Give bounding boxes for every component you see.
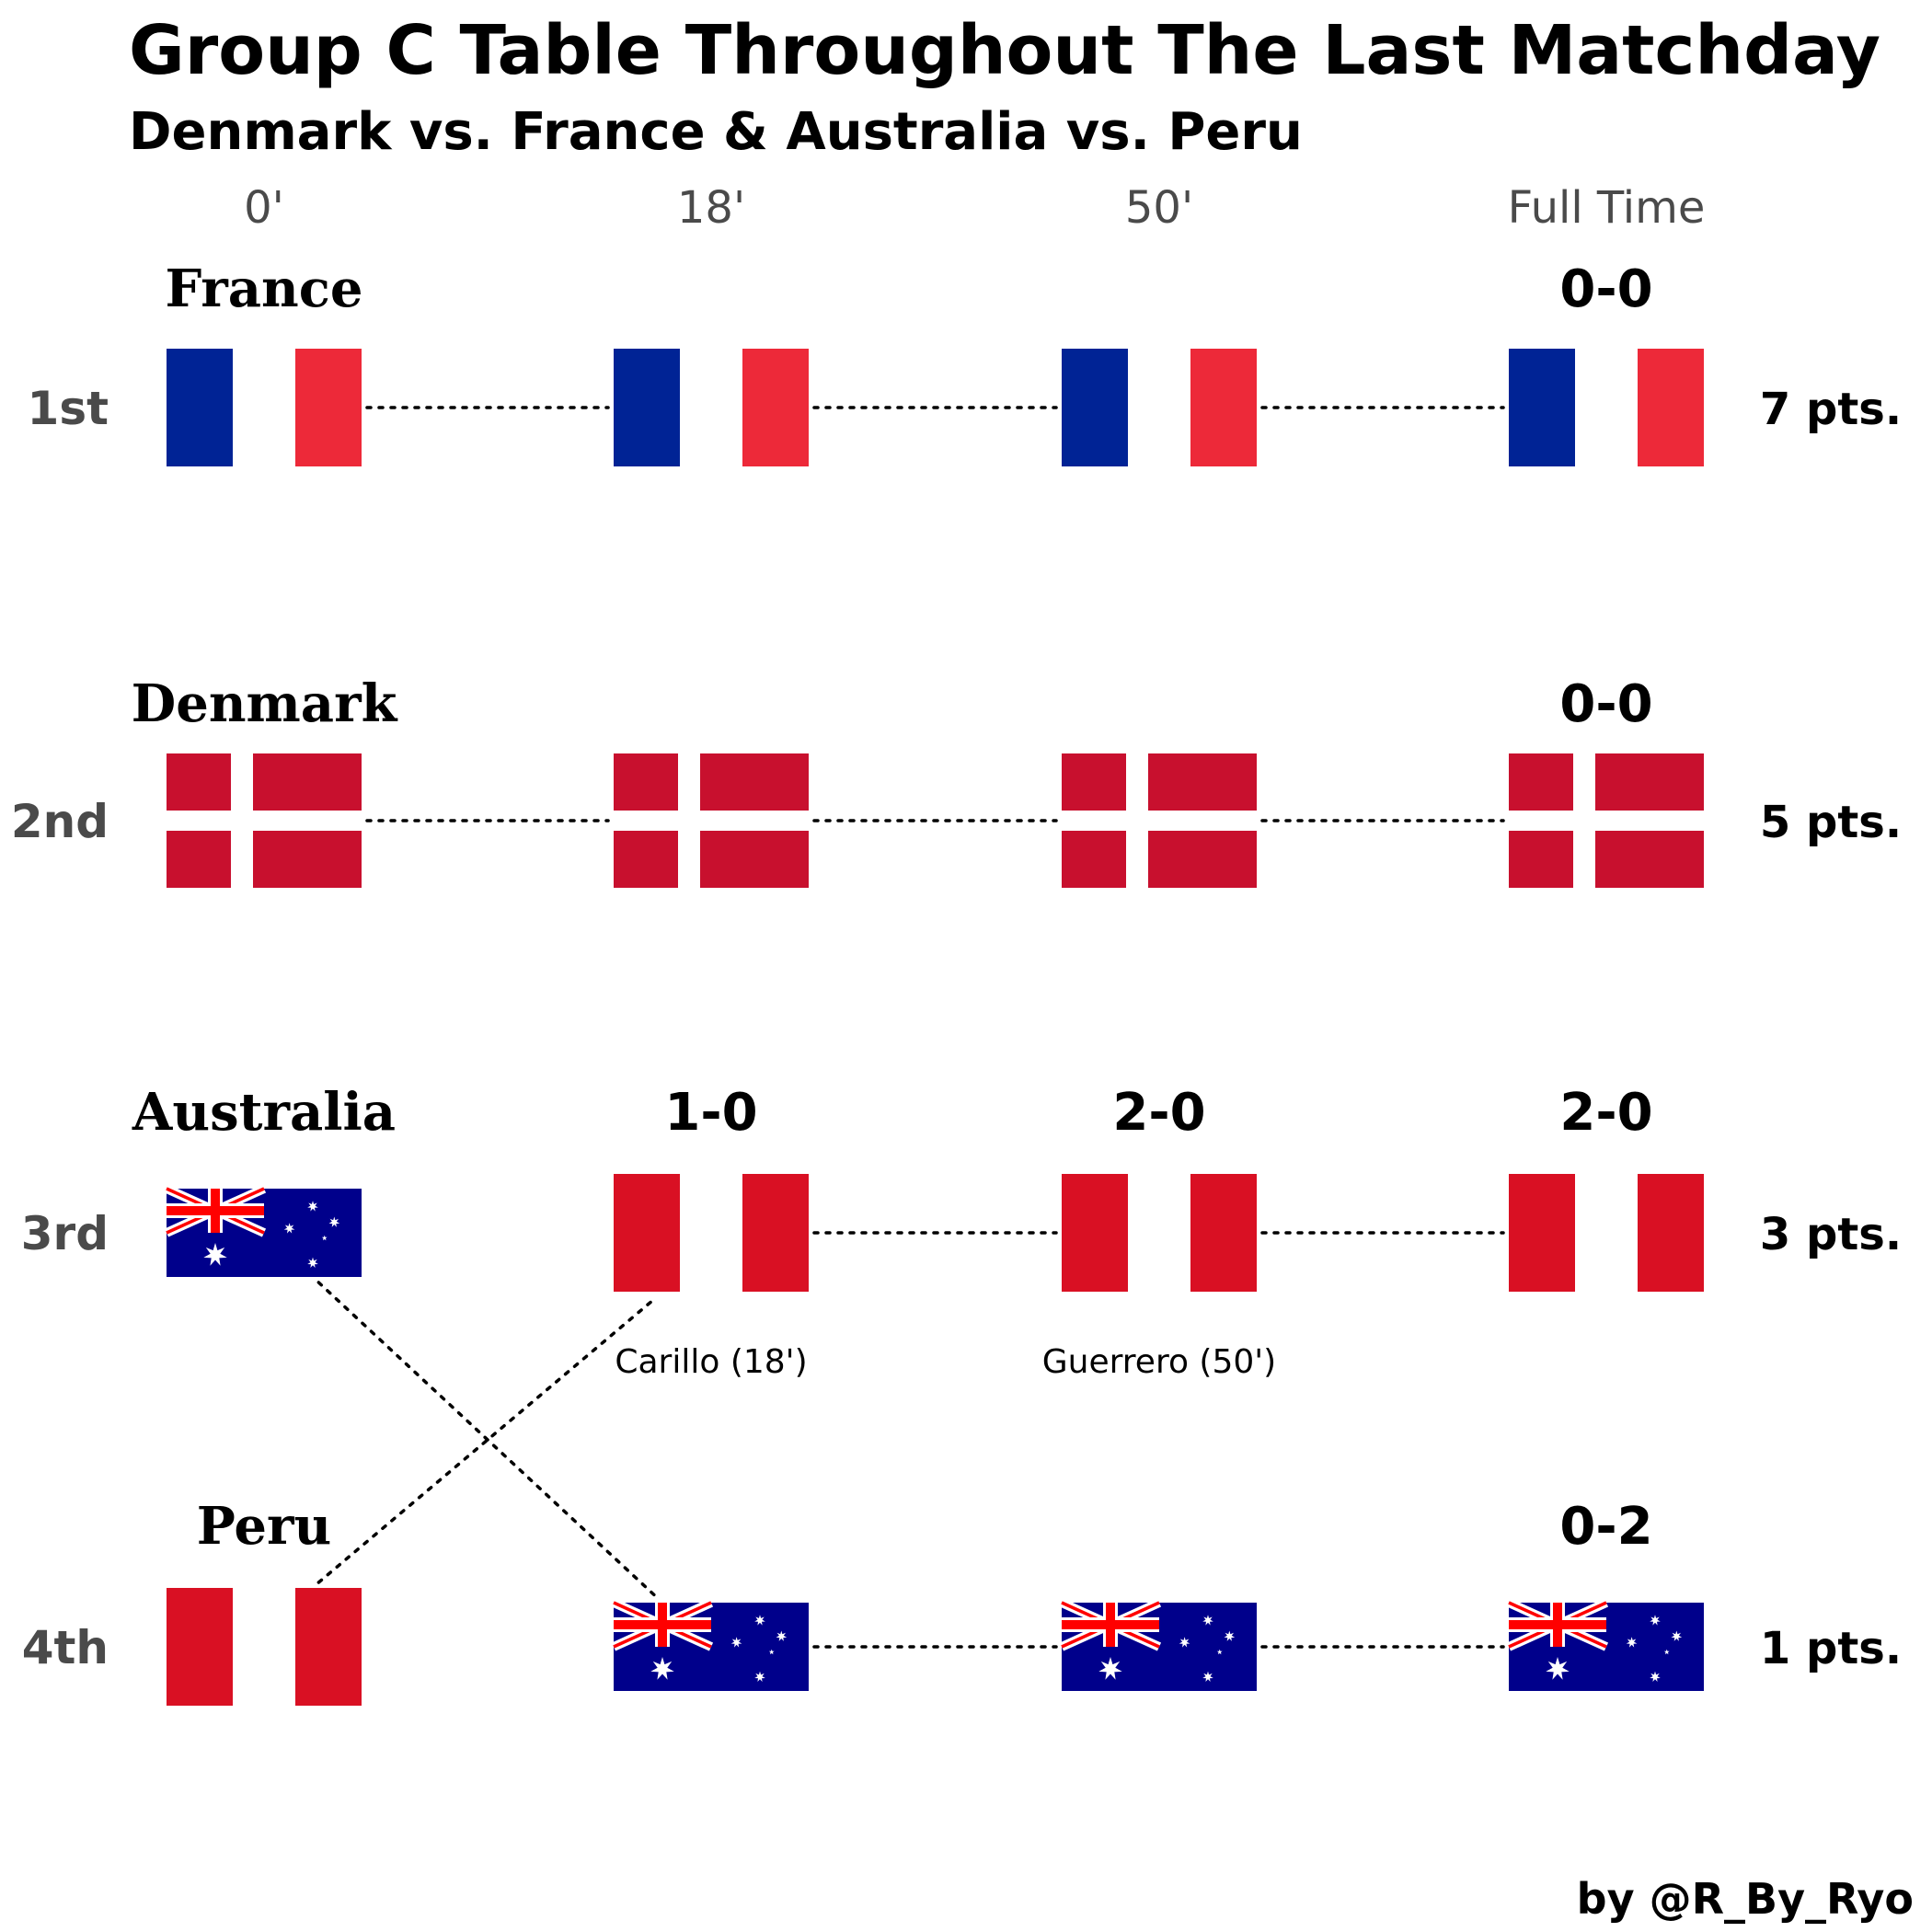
flag-peru-2 — [1062, 1174, 1257, 1292]
team-label: Peru — [197, 1496, 331, 1557]
team-label: Denmark — [132, 673, 398, 734]
rank-label: 1st — [28, 382, 109, 435]
time-label: 50' — [1125, 182, 1193, 234]
points-label: 1 pts. — [1760, 1623, 1902, 1674]
flags — [164, 349, 1704, 1706]
time-label: 0' — [244, 182, 284, 234]
score-label: 2-0 — [1112, 1083, 1205, 1143]
score-label: 0-2 — [1559, 1497, 1652, 1557]
flag-denmark-2 — [1062, 753, 1257, 888]
rank-label: 2nd — [11, 795, 109, 848]
goal-annotation: Guerrero (50') — [1042, 1343, 1276, 1381]
flag-denmark-1 — [614, 753, 809, 888]
score-label: 2-0 — [1559, 1083, 1652, 1143]
connector-australia-0 — [316, 1281, 659, 1599]
connector-peru-0 — [316, 1295, 659, 1584]
rank-label: 4th — [22, 1621, 109, 1674]
flag-australia-2 — [1059, 1598, 1257, 1691]
flag-australia-1 — [611, 1598, 809, 1691]
chart-title: Group C Table Throughout The Last Matchd… — [129, 11, 1880, 90]
flag-france-3 — [1509, 349, 1704, 466]
rank-label: 3rd — [21, 1207, 109, 1260]
flag-denmark-3 — [1509, 753, 1704, 888]
connectors — [316, 406, 1505, 1649]
goal-annotation: Carillo (18') — [615, 1343, 807, 1381]
score-label: 0-0 — [1559, 674, 1652, 734]
flag-france-0 — [167, 349, 362, 466]
flag-peru-1 — [614, 1174, 809, 1292]
flag-denmark-0 — [167, 753, 362, 888]
time-label: 18' — [677, 182, 745, 234]
chart-subtitle: Denmark vs. France & Australia vs. Peru — [129, 102, 1303, 162]
points-label: 7 pts. — [1760, 384, 1902, 435]
flag-france-1 — [614, 349, 809, 466]
flag-france-2 — [1062, 349, 1257, 466]
points-label: 3 pts. — [1760, 1209, 1902, 1260]
labels: 0' 18' 50' Full Time France Denmark Australia P… — [11, 182, 1902, 1674]
points-label: 5 pts. — [1760, 797, 1902, 848]
flag-australia-0 — [164, 1184, 362, 1277]
team-label: Australia — [132, 1082, 396, 1143]
credit-text: by @R_By_Ryo — [1577, 1874, 1914, 1924]
flag-australia-3 — [1506, 1598, 1704, 1691]
time-label: Full Time — [1508, 182, 1706, 234]
flag-peru-3 — [1509, 1174, 1704, 1292]
score-label: 1-0 — [664, 1083, 757, 1143]
score-label: 0-0 — [1559, 259, 1652, 319]
flag-peru-0 — [167, 1588, 362, 1706]
team-label: France — [165, 259, 362, 319]
